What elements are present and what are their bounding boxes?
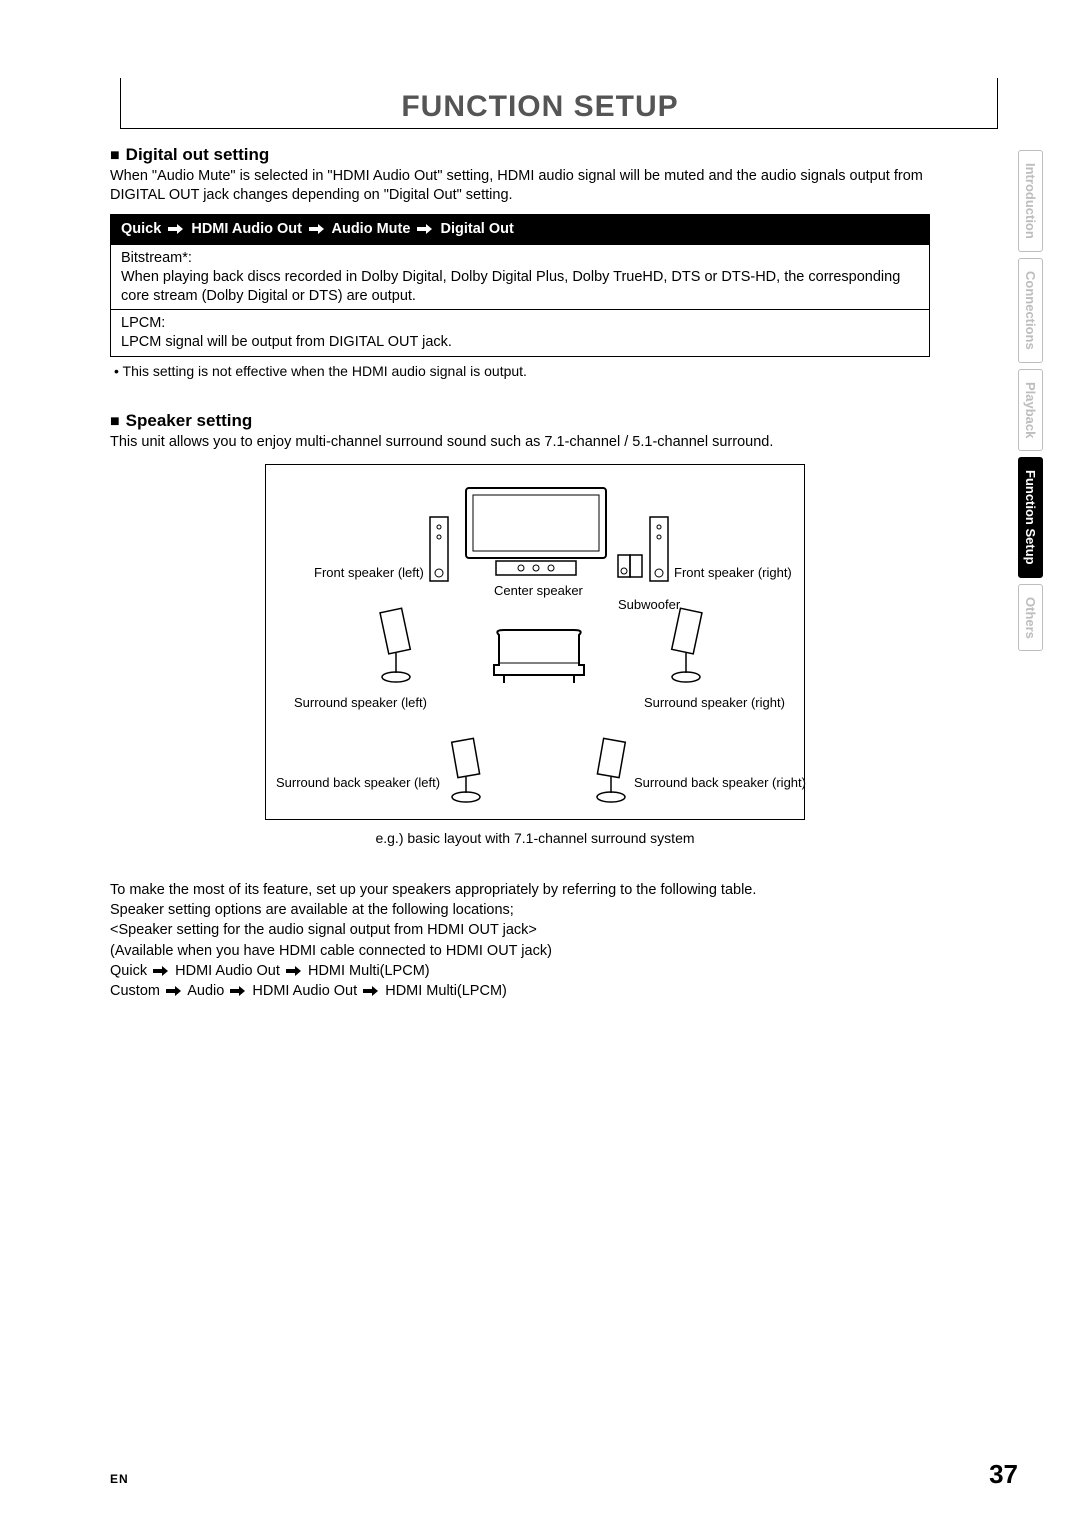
path-line: Quick HDMI Audio Out HDMI Multi(LPCM)	[110, 961, 960, 981]
nav-step: HDMI Audio Out	[191, 221, 302, 237]
square-bullet-icon: ■	[110, 413, 120, 430]
arrow-right-icon	[417, 221, 433, 237]
nav-step: HDMI Audio Out	[252, 983, 357, 999]
table-header-nav: Quick HDMI Audio Out Audio Mute Digital …	[111, 215, 930, 245]
nav-step: Quick	[121, 221, 161, 237]
tab-playback[interactable]: Playback	[1018, 369, 1043, 451]
front-right-speaker-icon	[646, 515, 672, 585]
arrow-right-icon	[286, 963, 302, 979]
table-row: Bitstream*: When playing back discs reco…	[111, 244, 930, 310]
arrow-right-icon	[166, 983, 182, 999]
back-left-speaker-icon	[441, 735, 491, 805]
square-bullet-icon: ■	[110, 147, 120, 164]
page-footer: EN 37	[110, 1459, 1018, 1490]
nav-step: Quick	[110, 963, 147, 979]
page-content: ■ Digital out setting When "Audio Mute" i…	[110, 80, 960, 1001]
speaker-heading: ■ Speaker setting	[110, 411, 960, 431]
nav-step: Audio	[187, 983, 224, 999]
arrow-right-icon	[230, 983, 246, 999]
table-row: LPCM: LPCM signal will be output from DI…	[111, 310, 930, 357]
front-left-speaker-icon	[426, 515, 452, 585]
digital-out-intro: When "Audio Mute" is selected in "HDMI A…	[110, 167, 960, 204]
digital-out-table: Quick HDMI Audio Out Audio Mute Digital …	[110, 214, 930, 357]
front-left-label: Front speaker (left)	[314, 565, 424, 580]
heading-text: Speaker setting	[126, 411, 253, 430]
tv-icon	[461, 483, 611, 578]
speaker-paragraphs: To make the most of its feature, set up …	[110, 880, 960, 1002]
row-desc: LPCM signal will be output from DIGITAL …	[121, 334, 452, 350]
path-line: Custom Audio HDMI Audio Out HDMI Multi(L…	[110, 981, 960, 1001]
para-line: Speaker setting options are available at…	[110, 900, 960, 920]
diagram-caption: e.g.) basic layout with 7.1-channel surr…	[110, 830, 960, 846]
center-label: Center speaker	[494, 583, 583, 598]
subwoofer-icon	[616, 553, 646, 581]
arrow-right-icon	[168, 221, 184, 237]
surround-right-speaker-icon	[661, 605, 711, 685]
arrow-right-icon	[363, 983, 379, 999]
back-right-speaker-icon	[586, 735, 636, 805]
surround-left-label: Surround speaker (left)	[294, 695, 427, 710]
para-line: <Speaker setting for the audio signal ou…	[110, 920, 960, 940]
nav-step: HDMI Multi(LPCM)	[385, 983, 507, 999]
back-left-label: Surround back speaker (left)	[276, 775, 440, 790]
digital-out-section: ■ Digital out setting When "Audio Mute" i…	[110, 145, 960, 379]
surround-left-speaker-icon	[371, 605, 421, 685]
arrow-right-icon	[309, 221, 325, 237]
arrow-right-icon	[153, 963, 169, 979]
nav-step: Digital Out	[441, 221, 514, 237]
nav-step: Custom	[110, 983, 160, 999]
front-right-label: Front speaker (right)	[674, 565, 792, 580]
speaker-section: ■ Speaker setting This unit allows you to…	[110, 411, 960, 1001]
digital-out-note: This setting is not effective when the H…	[128, 363, 960, 379]
row-desc: When playing back discs recorded in Dolb…	[121, 269, 900, 304]
footer-lang: EN	[110, 1472, 129, 1486]
digital-out-heading: ■ Digital out setting	[110, 145, 960, 165]
back-right-label: Surround back speaker (right)	[634, 775, 806, 790]
heading-text: Digital out setting	[126, 145, 270, 164]
speaker-intro: This unit allows you to enjoy multi-chan…	[110, 433, 960, 452]
footer-page-number: 37	[989, 1459, 1018, 1490]
row-title: LPCM:	[121, 315, 165, 331]
tab-others[interactable]: Others	[1018, 584, 1043, 652]
tab-connections[interactable]: Connections	[1018, 258, 1043, 363]
subwoofer-label: Subwoofer	[618, 597, 680, 612]
nav-step: Audio Mute	[332, 221, 411, 237]
row-title: Bitstream*:	[121, 250, 192, 266]
side-tabs: Introduction Connections Playback Functi…	[1018, 150, 1050, 657]
nav-step: HDMI Audio Out	[175, 963, 280, 979]
para-line: To make the most of its feature, set up …	[110, 880, 960, 900]
tab-function-setup[interactable]: Function Setup	[1018, 457, 1043, 578]
tab-introduction[interactable]: Introduction	[1018, 150, 1043, 252]
surround-right-label: Surround speaker (right)	[644, 695, 785, 710]
speaker-diagram: Front speaker (left) Front speaker (righ…	[265, 464, 805, 820]
para-line: (Available when you have HDMI cable conn…	[110, 941, 960, 961]
couch-icon	[484, 625, 594, 685]
nav-step: HDMI Multi(LPCM)	[308, 963, 430, 979]
